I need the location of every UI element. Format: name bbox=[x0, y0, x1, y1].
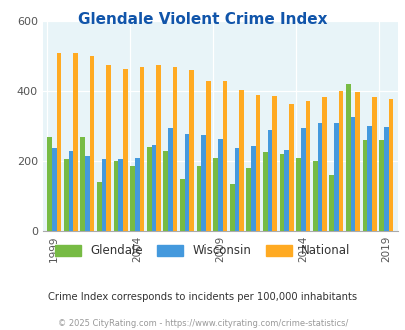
Bar bbox=[300, 128, 305, 231]
Bar bbox=[246, 168, 251, 231]
Bar bbox=[255, 95, 260, 231]
Bar bbox=[201, 135, 205, 231]
Bar bbox=[113, 161, 118, 231]
Bar bbox=[56, 53, 61, 231]
Text: Glendale Violent Crime Index: Glendale Violent Crime Index bbox=[78, 12, 327, 26]
Bar bbox=[118, 159, 123, 231]
Bar bbox=[130, 166, 134, 231]
Bar bbox=[333, 123, 338, 231]
Bar bbox=[234, 148, 239, 231]
Bar bbox=[123, 69, 127, 231]
Bar bbox=[305, 101, 309, 231]
Bar bbox=[139, 67, 144, 231]
Bar bbox=[383, 127, 388, 231]
Bar bbox=[272, 96, 276, 231]
Bar bbox=[90, 56, 94, 231]
Bar bbox=[239, 89, 243, 231]
Bar bbox=[213, 158, 217, 231]
Bar bbox=[362, 140, 367, 231]
Bar bbox=[97, 182, 102, 231]
Bar bbox=[229, 184, 234, 231]
Bar bbox=[180, 179, 184, 231]
Legend: Glendale, Wisconsin, National: Glendale, Wisconsin, National bbox=[53, 242, 352, 260]
Bar bbox=[151, 146, 156, 231]
Bar bbox=[222, 81, 227, 231]
Bar bbox=[296, 158, 300, 231]
Bar bbox=[262, 152, 267, 231]
Bar bbox=[156, 65, 160, 231]
Bar bbox=[73, 53, 78, 231]
Bar bbox=[85, 156, 90, 231]
Bar bbox=[371, 97, 376, 231]
Bar bbox=[354, 92, 359, 231]
Bar bbox=[378, 140, 383, 231]
Bar bbox=[388, 99, 392, 231]
Bar bbox=[184, 134, 189, 231]
Bar bbox=[163, 151, 168, 231]
Bar bbox=[47, 137, 52, 231]
Bar bbox=[350, 117, 354, 231]
Bar bbox=[288, 104, 293, 231]
Bar bbox=[322, 97, 326, 231]
Bar bbox=[52, 148, 56, 231]
Bar bbox=[64, 159, 68, 231]
Bar bbox=[217, 140, 222, 231]
Text: © 2025 CityRating.com - https://www.cityrating.com/crime-statistics/: © 2025 CityRating.com - https://www.city… bbox=[58, 319, 347, 328]
Bar bbox=[147, 147, 151, 231]
Bar bbox=[267, 130, 272, 231]
Bar bbox=[312, 161, 317, 231]
Bar bbox=[251, 147, 255, 231]
Bar bbox=[196, 166, 201, 231]
Bar bbox=[329, 175, 333, 231]
Bar bbox=[80, 137, 85, 231]
Bar bbox=[173, 67, 177, 231]
Bar bbox=[279, 154, 283, 231]
Bar bbox=[367, 126, 371, 231]
Bar bbox=[205, 81, 210, 231]
Bar bbox=[284, 150, 288, 231]
Bar bbox=[102, 159, 106, 231]
Bar bbox=[168, 128, 173, 231]
Bar bbox=[345, 84, 350, 231]
Bar bbox=[317, 123, 322, 231]
Bar bbox=[134, 158, 139, 231]
Bar bbox=[189, 70, 194, 231]
Bar bbox=[106, 65, 111, 231]
Text: Crime Index corresponds to incidents per 100,000 inhabitants: Crime Index corresponds to incidents per… bbox=[48, 292, 357, 302]
Bar bbox=[68, 151, 73, 231]
Bar bbox=[338, 91, 343, 231]
